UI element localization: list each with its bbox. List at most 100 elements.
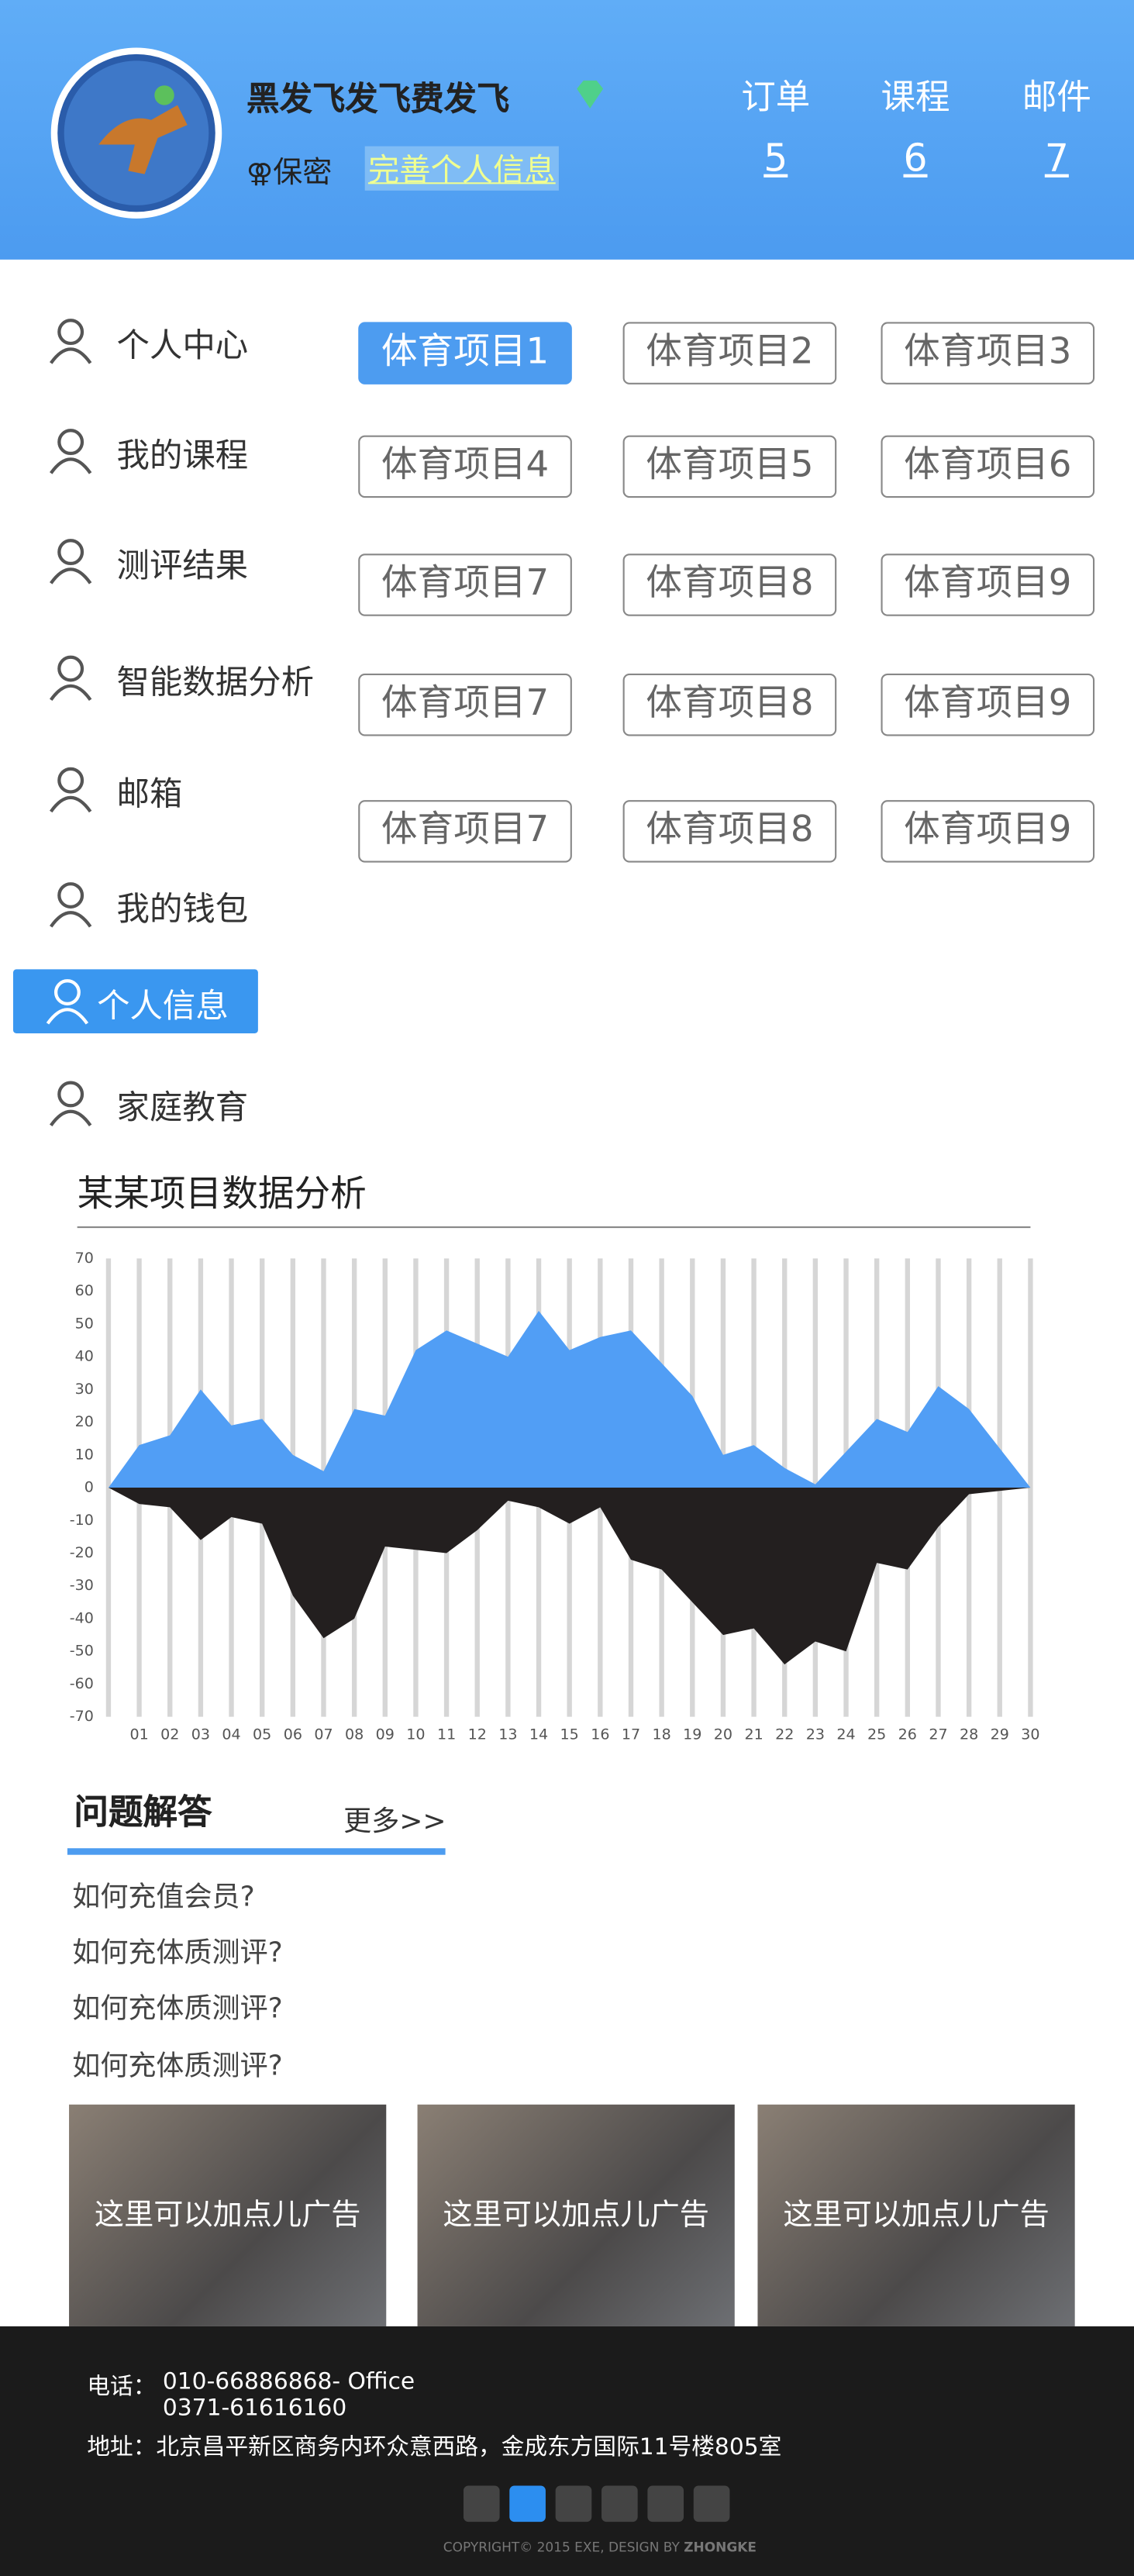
x-tick-label: 19 bbox=[683, 1726, 701, 1743]
x-tick-label: 13 bbox=[498, 1726, 517, 1743]
y-tick-label: -30 bbox=[70, 1577, 94, 1594]
copyright-text: COPYRIGHT© 2015 EXE, DESIGN BY bbox=[443, 2540, 684, 2555]
x-tick-label: 05 bbox=[253, 1726, 271, 1743]
qa-item[interactable]: 如何充体质测评? bbox=[72, 1936, 283, 1971]
sport-button[interactable]: 体育项目8 bbox=[622, 553, 837, 616]
phone-label: 电话： bbox=[87, 2374, 157, 2401]
stat-label[interactable]: 课程 bbox=[881, 77, 950, 117]
icon-google[interactable] bbox=[647, 2485, 684, 2523]
sport-button[interactable]: 体育项目8 bbox=[622, 673, 837, 736]
menu-item[interactable]: 个人信息 bbox=[97, 985, 229, 1026]
y-tick-label: -50 bbox=[70, 1643, 94, 1660]
menu-icon bbox=[49, 539, 92, 585]
sport-button[interactable]: 体育项目9 bbox=[881, 800, 1095, 863]
y-tick-label: 50 bbox=[75, 1315, 94, 1332]
x-tick-label: 21 bbox=[744, 1726, 763, 1743]
y-tick-label: -40 bbox=[70, 1609, 94, 1626]
x-tick-label: 24 bbox=[836, 1726, 855, 1743]
menu-icon bbox=[46, 979, 89, 1025]
menu-icon bbox=[49, 767, 92, 813]
qa-rule bbox=[67, 1848, 446, 1855]
phone: 010-66886868- Office bbox=[162, 2369, 415, 2395]
x-tick-label: 20 bbox=[714, 1726, 732, 1743]
x-tick-label: 07 bbox=[314, 1726, 333, 1743]
social-icons bbox=[463, 2485, 730, 2523]
x-tick-label: 16 bbox=[591, 1726, 609, 1743]
x-tick-label: 25 bbox=[867, 1726, 886, 1743]
y-tick-label: 60 bbox=[75, 1282, 94, 1299]
avatar bbox=[50, 47, 222, 219]
icon-qq[interactable] bbox=[509, 2485, 546, 2523]
ad-banner[interactable]: 这里可以加点儿广告 bbox=[757, 2104, 1075, 2326]
address: 地址：北京昌平新区商务内环众意西路，金成东方国际11号楼805室 bbox=[87, 2434, 782, 2461]
qa-item[interactable]: 如何充值会员? bbox=[72, 1881, 255, 1914]
menu-icon bbox=[49, 655, 92, 702]
menu-item[interactable]: 测评结果 bbox=[116, 545, 249, 585]
x-tick-label: 12 bbox=[468, 1726, 487, 1743]
x-tick-label: 10 bbox=[406, 1726, 425, 1743]
complete-link[interactable]: 完善个人信息 bbox=[364, 146, 559, 191]
x-tick-label: 17 bbox=[622, 1726, 640, 1743]
y-tick-label: 30 bbox=[75, 1381, 94, 1398]
qa-item[interactable]: 如何充体质测评? bbox=[72, 2050, 283, 2084]
y-tick-label: 10 bbox=[75, 1446, 94, 1463]
menu-item[interactable]: 邮箱 bbox=[116, 774, 183, 814]
sport-button[interactable]: 体育项目7 bbox=[358, 553, 572, 616]
sport-button[interactable]: 体育项目7 bbox=[358, 673, 572, 736]
y-tick-label: 0 bbox=[84, 1479, 94, 1496]
icon-linkedin[interactable] bbox=[601, 2485, 638, 2523]
x-tick-label: 26 bbox=[898, 1726, 917, 1743]
x-tick-label: 14 bbox=[529, 1726, 548, 1743]
sport-button[interactable]: 体育项目2 bbox=[622, 322, 837, 385]
stat-value[interactable]: 7 bbox=[1044, 138, 1069, 181]
sport-button[interactable]: 体育项目6 bbox=[881, 435, 1095, 498]
sport-button[interactable]: 体育项目9 bbox=[881, 553, 1095, 616]
menu-icon bbox=[49, 429, 92, 474]
stat-value[interactable]: 5 bbox=[763, 138, 788, 181]
menu-icon bbox=[49, 319, 92, 364]
privacy-text: 保密 bbox=[273, 156, 333, 191]
y-tick-label: -60 bbox=[70, 1675, 94, 1692]
x-tick-label: 15 bbox=[560, 1726, 579, 1743]
icon-facebook[interactable] bbox=[463, 2485, 500, 2523]
sport-button[interactable]: 体育项目8 bbox=[622, 800, 837, 863]
x-tick-label: 06 bbox=[284, 1726, 302, 1743]
menu-item[interactable]: 智能数据分析 bbox=[116, 662, 314, 702]
x-tick-label: 04 bbox=[222, 1726, 240, 1743]
chart-title: 某某项目数据分析 bbox=[78, 1172, 367, 1214]
menu-item[interactable]: 个人中心 bbox=[116, 325, 249, 365]
stat-value[interactable]: 6 bbox=[903, 138, 928, 181]
qa-item[interactable]: 如何充体质测评? bbox=[72, 1992, 283, 2026]
x-tick-label: 03 bbox=[191, 1726, 210, 1743]
y-tick-label: 70 bbox=[75, 1250, 94, 1267]
menu-active-bg bbox=[12, 969, 258, 1034]
x-tick-label: 29 bbox=[991, 1726, 1009, 1743]
menu-item[interactable]: 家庭教育 bbox=[116, 1087, 249, 1127]
y-tick-label: 40 bbox=[75, 1348, 94, 1365]
sport-button[interactable]: 体育项目1 bbox=[358, 322, 572, 385]
icon-wechat[interactable] bbox=[555, 2485, 592, 2523]
sport-button[interactable]: 体育项目3 bbox=[881, 322, 1095, 385]
x-tick-label: 23 bbox=[806, 1726, 825, 1743]
sport-button[interactable]: 体育项目9 bbox=[881, 673, 1095, 736]
ad-banner[interactable]: 这里可以加点儿广告 bbox=[69, 2104, 387, 2326]
sport-button[interactable]: 体育项目5 bbox=[622, 435, 837, 498]
icon-rss[interactable] bbox=[693, 2485, 730, 2523]
stat-label[interactable]: 邮件 bbox=[1022, 77, 1091, 117]
sport-button[interactable]: 体育项目4 bbox=[358, 435, 572, 498]
x-tick-label: 18 bbox=[652, 1726, 670, 1743]
x-tick-label: 28 bbox=[960, 1726, 978, 1743]
privacy: ⚢保密 bbox=[246, 156, 333, 191]
sport-button[interactable]: 体育项目7 bbox=[358, 800, 572, 863]
ad-banner[interactable]: 这里可以加点儿广告 bbox=[417, 2104, 735, 2326]
menu-item[interactable]: 我的课程 bbox=[116, 435, 249, 475]
qa-more[interactable]: 更多>> bbox=[343, 1805, 446, 1839]
y-tick-label: 20 bbox=[75, 1413, 94, 1430]
menu-item[interactable]: 我的钱包 bbox=[116, 888, 249, 929]
menu-icon bbox=[49, 882, 92, 928]
stat-label[interactable]: 订单 bbox=[741, 77, 811, 117]
chart: 某某项目数据分析 70 60 50 40 30 20 10 0 -10 -20 -30 -40 -50 -… bbox=[70, 1172, 1040, 1743]
header: 黑发飞发飞费发飞 ⚢保密 完善个人信息 订单 5 课程 6 邮件 7 bbox=[0, 0, 1134, 260]
